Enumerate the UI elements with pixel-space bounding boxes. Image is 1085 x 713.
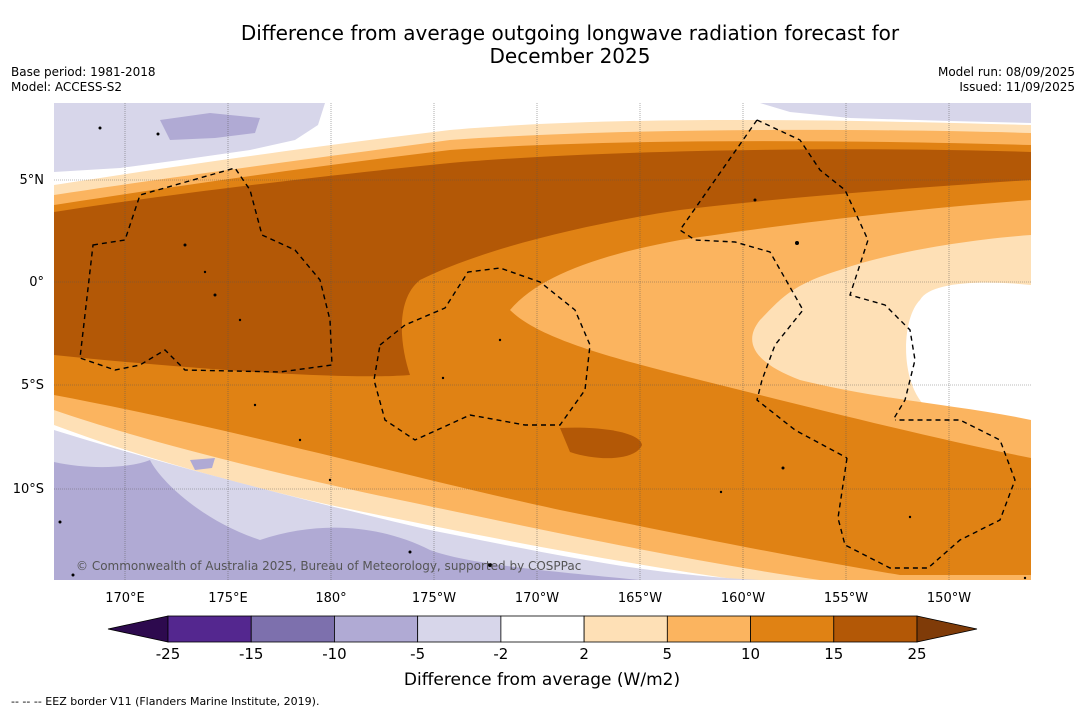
- colorbar-title: Difference from average (W/m2): [404, 670, 680, 690]
- lat-label-10s: 10°S: [13, 482, 44, 497]
- copyright-text: © Commonwealth of Australia 2025, Bureau…: [76, 559, 581, 573]
- colorbar-tick-label: 5: [663, 645, 673, 663]
- colorbar-tick-label: -10: [322, 645, 347, 663]
- lat-label-eq: 0°: [29, 275, 44, 290]
- lon-label-160w: 160°W: [721, 591, 765, 606]
- colorbar-segment: [750, 615, 835, 643]
- eez-border-east-upper: [679, 119, 848, 459]
- colorbar-extend-low: [107, 615, 169, 643]
- colorbar-tick-label: -2: [493, 645, 508, 663]
- lat-label-5n: 5°N: [20, 173, 45, 188]
- colorbar-tick-label: 2: [579, 645, 589, 663]
- eez-border-east-north: [756, 119, 916, 421]
- colorbar-tick-label: 25: [907, 645, 926, 663]
- colorbar-tick-label: 15: [824, 645, 843, 663]
- model-name: Model: ACCESS-S2: [11, 80, 123, 94]
- issued-date: Issued: 11/09/2025: [959, 80, 1075, 94]
- colorbar-tick-label: 10: [741, 645, 760, 663]
- longitude-labels: 170°E 175°E 180° 175°W 170°W 165°W 160°W…: [105, 591, 971, 606]
- gridlines: [54, 103, 1031, 580]
- lon-label-180: 180°: [315, 591, 346, 606]
- colorbar-tick-label: -25: [156, 645, 181, 663]
- lon-label-165w: 165°W: [618, 591, 662, 606]
- olr-anomaly-field: © Commonwealth of Australia 2025, Bureau…: [54, 103, 1031, 580]
- colorbar-segment: [666, 615, 751, 643]
- eez-border-central: [373, 267, 591, 441]
- eez-border-east-south: [837, 419, 1016, 569]
- colorbar-extend-high: [916, 615, 978, 643]
- latitude-labels: 5°N 0° 5°S 10°S: [13, 173, 44, 497]
- eez-footnote: -- -- -- EEZ border V11 (Flanders Marine…: [11, 695, 320, 708]
- eez-borders: [79, 119, 1016, 569]
- base-period: Base period: 1981-2018: [11, 65, 156, 79]
- meta-right: Model run: 08/09/2025 Issued: 11/09/2025: [938, 65, 1075, 95]
- colorbar-segment: [334, 615, 419, 643]
- chart-title: Difference from average outgoing longwav…: [0, 22, 1085, 68]
- colorbar-segment: [250, 615, 335, 643]
- islands: [58, 126, 1027, 580]
- meta-left: Base period: 1981-2018 Model: ACCESS-S2: [11, 65, 156, 95]
- lon-label-170w: 170°W: [515, 591, 559, 606]
- lon-label-175w: 175°W: [412, 591, 456, 606]
- colorbar-segment: [500, 615, 585, 643]
- model-run: Model run: 08/09/2025: [937, 65, 1075, 79]
- colorbar-segment: [417, 615, 502, 643]
- positive-band-15to25: [54, 149, 1031, 377]
- eez-border-west: [79, 167, 333, 373]
- lon-label-155w: 155°W: [824, 591, 868, 606]
- lat-label-5s: 5°S: [21, 378, 44, 393]
- colorbar-tick-label: -15: [239, 645, 264, 663]
- colorbar-segment: [167, 615, 252, 643]
- lon-label-150w: 150°W: [927, 591, 971, 606]
- colorbar-segment: [583, 615, 668, 643]
- title-line-1: Difference from average outgoing longwav…: [240, 21, 900, 45]
- title-line-2: December 2025: [489, 44, 651, 68]
- colorbar-segment: [833, 615, 918, 643]
- colorbar: -25 -15 -10 -5 -2 2 5 10 15 25: [107, 615, 978, 663]
- colorbar-tick-label: -5: [410, 645, 425, 663]
- lon-label-175e: 175°E: [208, 591, 248, 606]
- lon-label-170e: 170°E: [105, 591, 145, 606]
